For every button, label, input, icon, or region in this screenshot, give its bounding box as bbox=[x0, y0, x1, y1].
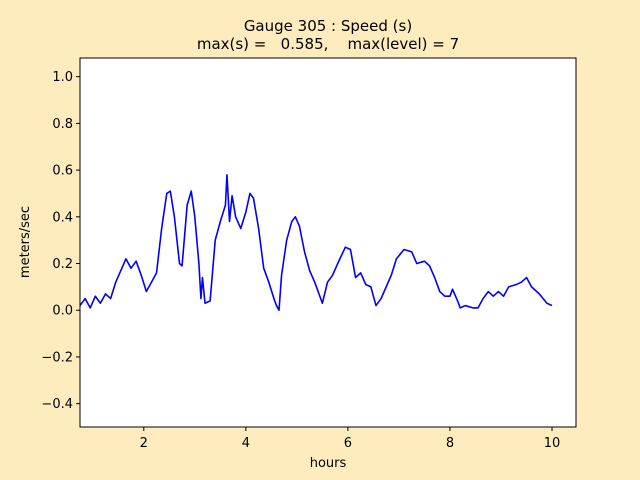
x-tick-label: 8 bbox=[446, 436, 454, 451]
y-tick-label: −0.4 bbox=[41, 397, 73, 412]
y-tick-label: 1.0 bbox=[52, 70, 73, 85]
x-tick-label: 2 bbox=[140, 436, 148, 451]
data-line bbox=[79, 173, 553, 312]
y-tick-label: 0.2 bbox=[52, 257, 73, 272]
chart-title: Gauge 305 : Speed (s) bbox=[244, 17, 412, 35]
y-tick-label: 0.0 bbox=[52, 304, 73, 319]
x-axis-label: hours bbox=[310, 456, 347, 471]
y-axis-label: meters/sec bbox=[18, 206, 33, 278]
y-tick-label: −0.2 bbox=[41, 350, 73, 365]
y-tick-label: 0.4 bbox=[52, 210, 73, 225]
y-tick-label: 0.6 bbox=[52, 164, 73, 179]
plot-area bbox=[80, 58, 576, 427]
x-tick-label: 4 bbox=[242, 436, 250, 451]
x-tick-label: 10 bbox=[544, 436, 561, 451]
y-tick-label: 0.8 bbox=[52, 117, 73, 132]
axes-frame bbox=[79, 57, 577, 428]
x-tick-label: 6 bbox=[344, 436, 352, 451]
chart-subtitle: max(s) = 0.585, max(level) = 7 bbox=[197, 35, 459, 53]
